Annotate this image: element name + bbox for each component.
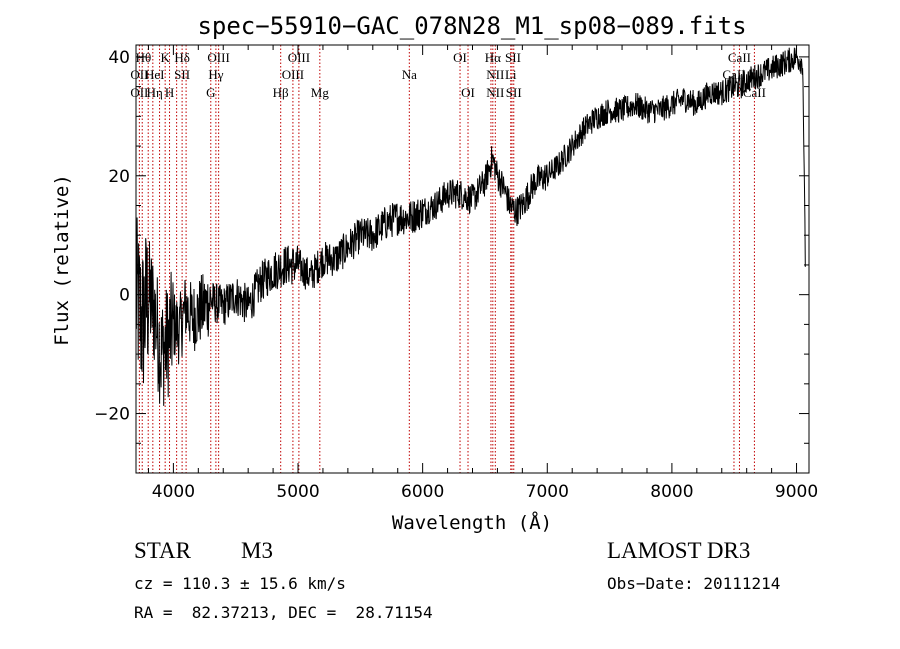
x-axis-label: Wavelength (Å) [392, 511, 552, 534]
line-label-7: SII [505, 50, 521, 65]
y-tick-label-2: 20 [108, 167, 130, 187]
redshift-velocity: cz = 110.3 ± 15.6 km/s [134, 574, 346, 593]
line-label-16: Li [505, 67, 517, 82]
line-label-14: Na [402, 67, 417, 82]
x-axis: 4000 5000 6000 7000 8000 9000 [147, 45, 818, 502]
object-class: STAR [134, 538, 191, 563]
line-label-13: OIII [282, 67, 304, 82]
survey-name: LAMOST DR3 [607, 538, 751, 563]
line-label-5: OI [453, 50, 467, 65]
y-tick-label-0: −20 [94, 405, 130, 425]
line-label-18: OII [130, 85, 148, 100]
line-label-10: HeI [145, 67, 165, 82]
line-label-15: NII [486, 67, 504, 82]
line-label-4: OIII [288, 50, 310, 65]
y-tick-label-3: 40 [108, 48, 130, 68]
object-subclass: M3 [241, 538, 273, 563]
line-label-9: OII [130, 67, 148, 82]
line-label-20: H [165, 85, 174, 100]
line-label-11: SII [174, 67, 190, 82]
line-label-8: CaII [728, 50, 751, 65]
line-label-26: SII [506, 85, 522, 100]
line-label-23: Mg [311, 85, 330, 100]
line-label-25: NII [486, 85, 504, 100]
chart-title: spec−55910−GAC_078N28_M1_sp08−089.fits [197, 12, 746, 40]
line-label-2: Hδ [174, 50, 190, 65]
x-tick-label-5: 9000 [775, 482, 818, 502]
x-tick-label-3: 7000 [526, 482, 569, 502]
x-tick-label-4: 8000 [650, 482, 693, 502]
observation-date: Obs−Date: 20111214 [607, 574, 781, 593]
y-tick-label-1: 0 [119, 286, 130, 306]
line-label-12: Hγ [208, 67, 223, 82]
x-tick-label-2: 6000 [401, 482, 444, 502]
line-label-3: OIII [207, 50, 229, 65]
x-tick-label-0: 4000 [152, 482, 195, 502]
line-label-6: Hα [485, 50, 501, 65]
line-label-21: G [206, 85, 215, 100]
line-label-22: Hβ [273, 85, 289, 100]
x-tick-label-1: 5000 [276, 482, 319, 502]
line-label-0: Hθ [136, 50, 152, 65]
plot-frame [135, 44, 810, 474]
spectrum-line [135, 47, 806, 406]
line-label-1: K [160, 50, 170, 65]
y-axis-label: Flux (relative) [51, 174, 73, 346]
line-label-24: OI [461, 85, 475, 100]
y-axis: −20 0 20 40 [94, 48, 809, 474]
line-label-19: Hη [147, 85, 163, 100]
sky-coordinates: RA = 82.37213, DEC = 28.71154 [134, 603, 433, 622]
